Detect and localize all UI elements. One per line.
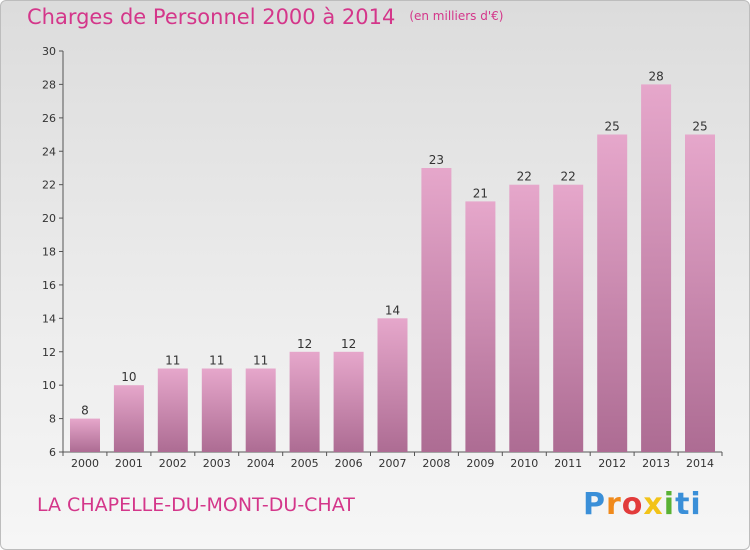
bar [289,351,320,453]
bar [509,184,540,452]
x-tick-label: 2001 [115,457,143,470]
bar [465,201,496,452]
y-tick-label: 8 [49,413,56,426]
x-tick-label: 2005 [291,457,319,470]
bar-value-label: 11 [253,354,268,368]
x-tick-label: 2011 [554,457,582,470]
bar [157,368,188,452]
y-tick-label: 10 [42,379,56,392]
y-tick-label: 26 [42,112,56,125]
y-tick-label: 24 [42,145,56,158]
y-tick-label: 12 [42,346,56,359]
bar-value-label: 12 [297,337,312,351]
y-tick-label: 28 [42,78,56,91]
proxiti-logo: Proxiti [583,487,702,522]
x-tick-label: 2013 [642,457,670,470]
bar-value-label: 25 [605,120,620,134]
bar-value-label: 11 [165,354,180,368]
bar [113,385,144,452]
x-tick-label: 2002 [159,457,187,470]
x-tick-label: 2010 [510,457,538,470]
bar-value-label: 8 [81,404,89,418]
x-tick-label: 2000 [71,457,99,470]
bar [685,134,715,452]
bar-value-label: 25 [692,120,707,134]
y-tick-label: 30 [42,45,56,58]
bar-value-label: 14 [385,303,400,317]
x-tick-label: 2007 [379,457,407,470]
bar-value-label: 22 [517,170,532,184]
bar-value-label: 12 [341,337,356,351]
bar [333,351,364,453]
bar [70,418,100,452]
bar [641,84,672,453]
commune-name: LA CHAPELLE-DU-MONT-DU-CHAT [37,494,355,516]
x-tick-label: 2014 [686,457,714,470]
bar-value-label: 23 [429,153,444,167]
x-tick-label: 2006 [335,457,363,470]
bar [597,134,628,452]
bar-value-label: 21 [473,186,488,200]
bar-value-label: 11 [209,354,224,368]
x-tick-label: 2003 [203,457,231,470]
x-tick-label: 2009 [466,457,494,470]
chart-title-text: Charges de Personnel 2000 à 2014 [27,5,396,29]
bar-value-label: 28 [648,69,663,83]
bar-value-label: 10 [121,370,136,384]
bar [553,184,584,452]
x-tick-label: 2008 [422,457,450,470]
chart-title: Charges de Personnel 2000 à 2014 (en mill… [27,5,503,29]
chart-axes: 6 8 10 12 14 16 18 20 22 24 26 28 30 [42,45,723,459]
chart-unit: (en milliers d'€) [409,9,504,23]
y-tick-label: 6 [49,446,56,459]
bar [421,168,452,452]
bar [201,368,232,452]
y-tick-label: 14 [42,312,56,325]
bar-value-label: 22 [561,170,576,184]
chart-labels: 8 2000 10 2001 11 2002 11 2003 11 2004 12 2005 12 200… [71,69,714,470]
x-tick-label: 2004 [247,457,275,470]
bar [245,368,276,452]
y-tick-label: 16 [42,279,56,292]
x-tick-label: 2012 [598,457,626,470]
chart-bars [70,84,715,453]
y-tick-label: 20 [42,212,56,225]
y-tick-label: 18 [42,246,56,259]
y-tick-label: 22 [42,179,56,192]
bar [377,318,408,452]
